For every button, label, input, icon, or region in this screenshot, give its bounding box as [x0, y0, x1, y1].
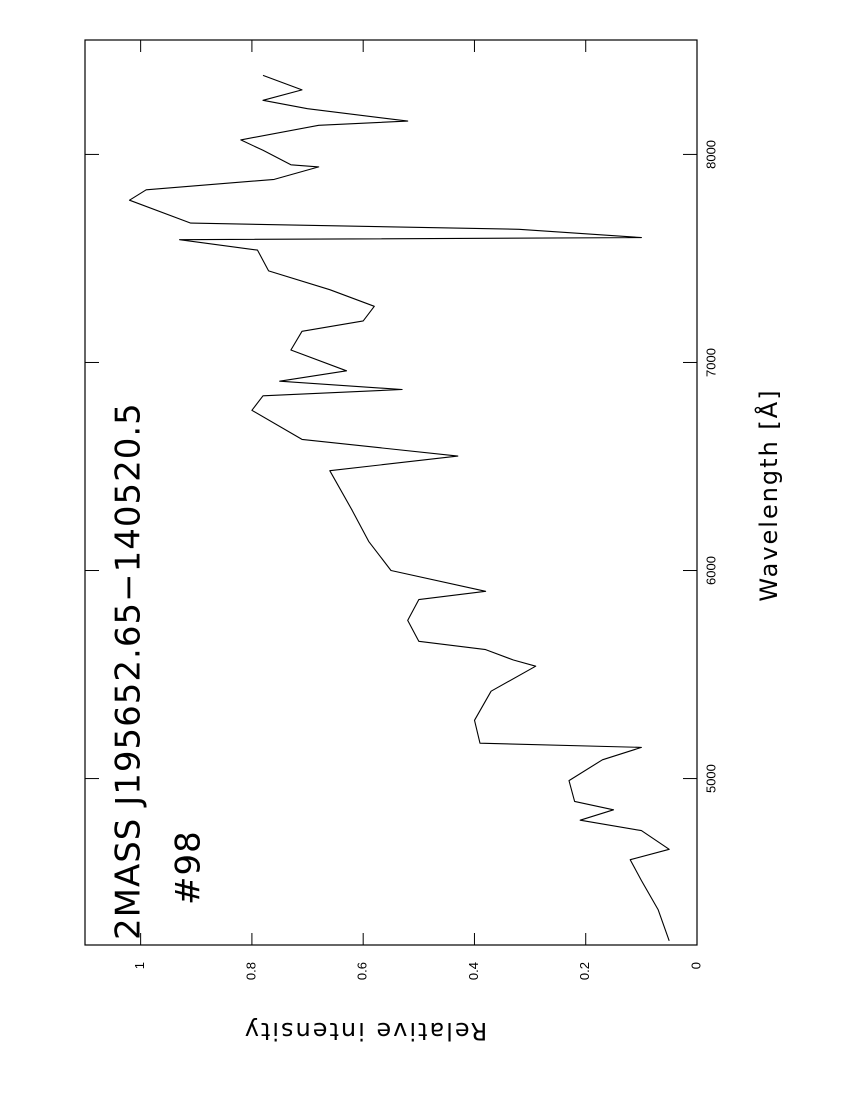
y-tick-label: 0.6 [355, 962, 370, 980]
spectrum-line [128, 74, 670, 941]
y-tick-label: 0 [688, 962, 703, 969]
chart-title: 2MASS J195652.65−140520.5 [109, 402, 149, 940]
chart-subtitle: #98 [169, 830, 209, 905]
x-tick-label: 8000 [703, 140, 718, 169]
x-tick-label: 5000 [703, 764, 718, 793]
x-tick-label: 6000 [703, 556, 718, 585]
y-tick-label: 1 [132, 962, 147, 969]
x-axis-label: Wavelength [Å] [754, 388, 783, 601]
y-tick-label: 0.8 [243, 962, 258, 980]
plot-frame [84, 39, 698, 946]
y-tick-label: 0.4 [466, 962, 481, 980]
y-tick-label: 0.2 [577, 962, 592, 980]
y-axis-label: Relative intensity [243, 1017, 487, 1045]
x-tick-label: 7000 [703, 348, 718, 377]
